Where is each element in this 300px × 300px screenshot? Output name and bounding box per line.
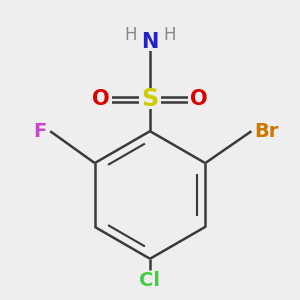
- Text: Cl: Cl: [140, 272, 160, 290]
- FancyBboxPatch shape: [188, 90, 210, 108]
- Text: H: H: [124, 26, 136, 44]
- Text: H: H: [164, 26, 176, 44]
- Text: O: O: [190, 89, 208, 109]
- FancyBboxPatch shape: [139, 89, 161, 109]
- FancyBboxPatch shape: [138, 272, 162, 290]
- Text: Br: Br: [254, 122, 278, 141]
- FancyBboxPatch shape: [90, 90, 112, 108]
- FancyBboxPatch shape: [252, 122, 280, 140]
- Text: N: N: [141, 32, 159, 52]
- Text: O: O: [92, 89, 110, 109]
- FancyBboxPatch shape: [122, 27, 139, 44]
- FancyBboxPatch shape: [161, 27, 178, 44]
- Text: F: F: [33, 122, 46, 141]
- FancyBboxPatch shape: [140, 33, 160, 51]
- FancyBboxPatch shape: [31, 122, 49, 140]
- Text: S: S: [141, 87, 159, 111]
